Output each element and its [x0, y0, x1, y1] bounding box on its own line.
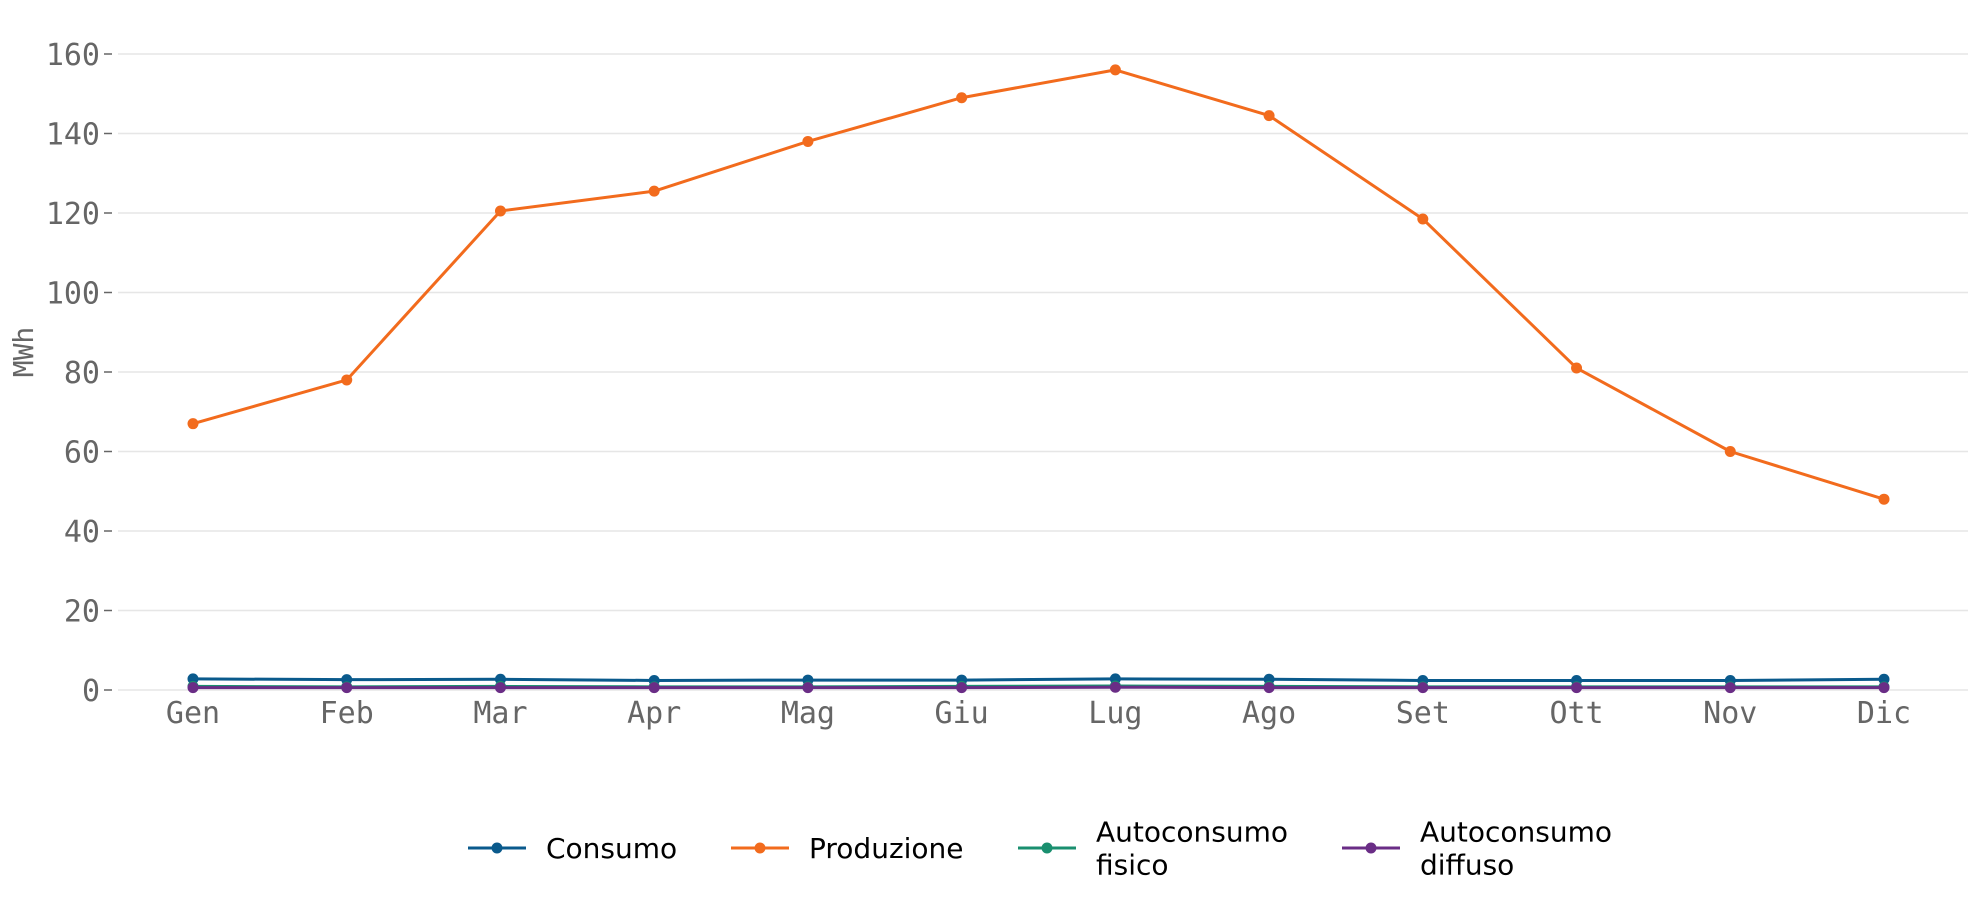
data-point: [648, 682, 660, 694]
legend-label: diffuso: [1420, 849, 1514, 882]
data-point: [1571, 362, 1583, 374]
grid: [118, 53, 1968, 691]
x-tick-label: Mar: [473, 696, 527, 731]
series-consumo: [187, 673, 1890, 686]
y-tick-label: 20: [64, 595, 100, 630]
data-point: [494, 682, 506, 694]
y-tick-label: 100: [46, 277, 100, 312]
series-autoconsumo-diffuso: [187, 681, 1890, 694]
data-point: [956, 92, 968, 104]
x-tick-label: Ago: [1242, 696, 1296, 731]
x-tick-label: Nov: [1703, 696, 1757, 731]
data-point: [1263, 110, 1275, 122]
data-point: [187, 418, 199, 430]
data-point: [1724, 446, 1736, 457]
x-tick-label: Ott: [1549, 696, 1603, 731]
y-axis-title: MWh: [7, 327, 40, 378]
y-tick-label: 80: [64, 356, 100, 391]
data-point: [187, 673, 199, 685]
x-tick-label: Dic: [1857, 696, 1911, 731]
data-point: [341, 374, 353, 386]
series-line: [192, 677, 1885, 682]
data-point: [1263, 682, 1275, 694]
y-axis-ticks: 0 20 40 60 80 100 120 140 160: [46, 38, 112, 709]
legend: Consumo Produzione AutoconsumofisicoAutoco…: [468, 816, 1612, 882]
y-tick-label: 140: [46, 118, 100, 153]
x-tick-label: Lug: [1088, 696, 1142, 731]
x-tick-label: Giu: [935, 696, 989, 731]
series-group: [187, 64, 1890, 694]
data-point: [1878, 493, 1890, 505]
data-point: [648, 185, 660, 197]
legend-item: Produzione: [731, 832, 964, 865]
legend-label: Autoconsumo: [1096, 816, 1288, 849]
legend-label: Autoconsumo: [1420, 816, 1612, 849]
data-point: [494, 205, 506, 217]
data-point: [1417, 682, 1429, 694]
x-tick-label: Set: [1396, 696, 1450, 731]
x-tick-label: Feb: [320, 696, 374, 731]
y-tick-label: 0: [82, 674, 100, 709]
legend-item: Consumo: [468, 832, 677, 865]
legend-swatch-marker: [1041, 842, 1053, 854]
data-point: [1878, 682, 1890, 694]
x-axis-ticks: Gen Feb Mar Apr Mag Giu Lug Ago Set Ott Nov Dic: [166, 696, 1911, 731]
data-point: [187, 682, 199, 694]
y-tick-label: 60: [64, 436, 100, 471]
data-point: [1109, 64, 1121, 76]
data-point: [1724, 682, 1736, 694]
x-tick-label: Apr: [627, 696, 681, 731]
legend-swatch-marker: [491, 842, 503, 854]
legend-label: Consumo: [546, 832, 677, 865]
legend-swatch-marker: [1365, 842, 1377, 854]
data-point: [1571, 682, 1583, 694]
data-point: [341, 682, 353, 694]
x-tick-label: Gen: [166, 696, 220, 731]
data-point: [802, 135, 814, 147]
x-tick-label: Mag: [781, 696, 835, 731]
legend-swatch-marker: [754, 842, 766, 854]
legend-label: Produzione: [809, 832, 964, 865]
data-point: [1878, 673, 1890, 685]
y-tick-label: 160: [46, 38, 100, 73]
data-point: [1417, 213, 1429, 225]
data-point: [956, 682, 968, 694]
data-point: [1109, 681, 1121, 693]
y-tick-label: 120: [46, 197, 100, 232]
series-line: [192, 68, 1885, 501]
y-tick-label: 40: [64, 515, 100, 550]
legend-label: fisico: [1096, 849, 1169, 882]
data-point: [802, 682, 814, 694]
series-produzione: [187, 64, 1890, 505]
